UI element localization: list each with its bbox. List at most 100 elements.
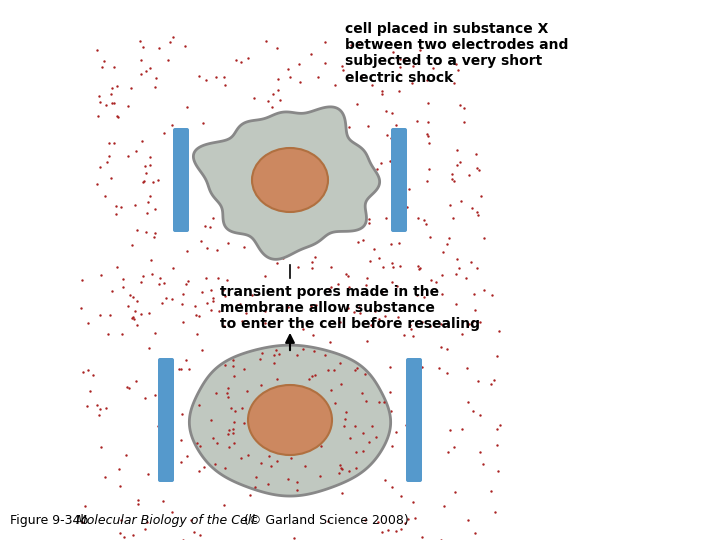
Point: [390, 121, 402, 130]
Point: [271, 43, 283, 52]
Point: [230, 56, 242, 65]
Point: [271, 346, 282, 355]
Point: [402, 515, 413, 523]
Point: [108, 63, 120, 71]
Point: [125, 537, 136, 540]
Point: [164, 38, 176, 46]
Point: [394, 63, 405, 71]
Point: [195, 237, 207, 245]
Point: [269, 350, 280, 359]
FancyBboxPatch shape: [391, 128, 407, 232]
Point: [294, 60, 305, 69]
Polygon shape: [189, 345, 391, 496]
Point: [202, 244, 213, 252]
Point: [408, 332, 419, 341]
Point: [150, 229, 161, 238]
Point: [228, 418, 240, 427]
Point: [131, 320, 143, 329]
Point: [194, 531, 205, 539]
Point: [158, 129, 170, 138]
Point: [415, 363, 427, 372]
Point: [221, 275, 233, 284]
Point: [386, 407, 397, 415]
Point: [179, 42, 191, 50]
Point: [399, 519, 410, 528]
Point: [144, 152, 156, 161]
Point: [194, 442, 206, 450]
Point: [87, 371, 99, 380]
Point: [182, 277, 194, 286]
Point: [141, 209, 153, 218]
Point: [323, 284, 335, 293]
Point: [223, 426, 235, 435]
Point: [122, 302, 134, 310]
Text: Figure 9-34b: Figure 9-34b: [10, 514, 89, 527]
Point: [451, 161, 462, 170]
Point: [181, 537, 192, 540]
Point: [466, 204, 477, 212]
Point: [384, 388, 396, 396]
Point: [334, 318, 346, 327]
Point: [336, 62, 348, 70]
Point: [390, 222, 402, 231]
Point: [282, 303, 294, 312]
Point: [181, 279, 192, 288]
Point: [122, 151, 134, 160]
Point: [166, 508, 178, 516]
Point: [426, 276, 437, 285]
Point: [110, 202, 122, 211]
Point: [103, 152, 114, 161]
Point: [472, 208, 483, 217]
Point: [105, 174, 117, 183]
Point: [373, 314, 384, 323]
Point: [333, 469, 344, 477]
Point: [338, 66, 349, 75]
Point: [227, 425, 238, 434]
Point: [494, 327, 505, 335]
Point: [222, 383, 233, 392]
Point: [135, 37, 146, 45]
Point: [111, 82, 122, 90]
Point: [154, 273, 166, 282]
Point: [380, 107, 392, 116]
Point: [349, 366, 361, 375]
Point: [336, 379, 347, 388]
Point: [469, 306, 481, 314]
Point: [102, 329, 114, 338]
Point: [377, 528, 388, 537]
Point: [423, 139, 435, 147]
Point: [112, 112, 124, 121]
Point: [441, 344, 453, 353]
Point: [372, 517, 384, 526]
Point: [94, 91, 105, 100]
Point: [184, 364, 195, 373]
Point: [376, 86, 387, 95]
Point: [110, 210, 122, 218]
Point: [446, 175, 458, 184]
Point: [455, 197, 467, 205]
Point: [135, 309, 147, 318]
Text: cell placed in substance X
between two electrodes and
subjected to a very short
: cell placed in substance X between two e…: [345, 22, 568, 85]
Point: [384, 157, 395, 165]
Point: [243, 54, 254, 63]
Point: [161, 358, 173, 367]
Point: [385, 133, 397, 142]
Point: [210, 72, 222, 81]
Point: [125, 291, 136, 300]
Point: [307, 258, 318, 267]
Point: [153, 44, 165, 52]
Point: [421, 76, 433, 84]
Point: [399, 330, 410, 339]
Point: [386, 259, 397, 267]
Point: [115, 203, 127, 212]
Point: [136, 70, 148, 78]
Point: [380, 213, 392, 222]
Point: [491, 425, 503, 434]
Point: [241, 386, 253, 395]
Point: [463, 171, 474, 179]
Point: [142, 518, 153, 526]
Point: [343, 303, 354, 312]
Point: [291, 351, 302, 360]
Point: [306, 264, 318, 272]
Point: [322, 517, 333, 525]
